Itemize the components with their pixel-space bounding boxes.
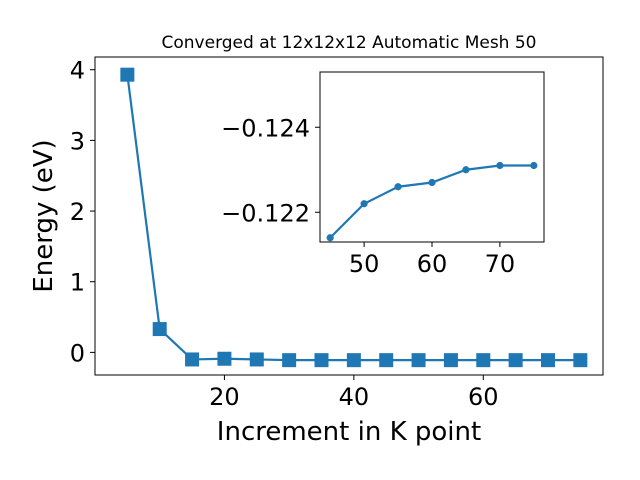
data-point bbox=[573, 353, 588, 368]
y-tick-label: 4 bbox=[70, 57, 85, 85]
data-point bbox=[217, 351, 232, 366]
data-point bbox=[428, 178, 436, 187]
x-tick-label: 60 bbox=[417, 250, 448, 278]
data-point bbox=[326, 234, 334, 242]
data-point bbox=[508, 353, 523, 368]
data-point bbox=[540, 353, 555, 368]
x-tick-label: 20 bbox=[209, 383, 240, 411]
data-point bbox=[462, 166, 470, 174]
x-axis-label: Increment in K point bbox=[217, 417, 481, 447]
y-tick-label: 0 bbox=[70, 339, 85, 367]
chart-title: Converged at 12x12x12 Automatic Mesh 50 bbox=[162, 33, 537, 53]
main-x-axis: 20 40 60 bbox=[209, 375, 499, 411]
x-tick-label: 60 bbox=[468, 383, 499, 411]
data-point bbox=[379, 353, 394, 368]
main-series bbox=[120, 67, 588, 368]
inset-series bbox=[326, 161, 538, 242]
inset-plot-frame bbox=[319, 71, 545, 243]
data-point bbox=[152, 322, 167, 337]
y-tick-label: −0.124 bbox=[221, 114, 310, 142]
inset-y-axis: −0.124 −0.122 bbox=[221, 114, 320, 227]
x-tick-label: 40 bbox=[339, 383, 370, 411]
data-point bbox=[185, 352, 200, 367]
data-point bbox=[476, 353, 491, 368]
inset-x-axis: 50 60 70 bbox=[349, 242, 515, 278]
data-point bbox=[314, 353, 329, 368]
inset-plot-area: 50 60 70 −0.124 −0.122 bbox=[221, 71, 545, 278]
data-point bbox=[249, 352, 264, 367]
data-point bbox=[346, 353, 361, 368]
y-tick-label: −0.122 bbox=[221, 199, 310, 227]
x-tick-label: 50 bbox=[349, 250, 380, 278]
y-tick-label: 1 bbox=[70, 269, 85, 297]
data-point bbox=[394, 183, 402, 191]
data-point bbox=[443, 353, 458, 368]
y-tick-label: 3 bbox=[70, 127, 85, 155]
data-point bbox=[282, 353, 297, 368]
data-point bbox=[411, 353, 426, 368]
x-tick-label: 70 bbox=[485, 250, 516, 278]
y-tick-label: 2 bbox=[70, 198, 85, 226]
data-point bbox=[360, 200, 368, 208]
main-y-axis: 0 1 2 3 4 bbox=[70, 57, 95, 367]
data-point bbox=[120, 67, 135, 82]
data-point bbox=[496, 161, 504, 170]
data-point bbox=[530, 161, 538, 170]
y-axis-label: Energy (eV) bbox=[29, 139, 59, 292]
